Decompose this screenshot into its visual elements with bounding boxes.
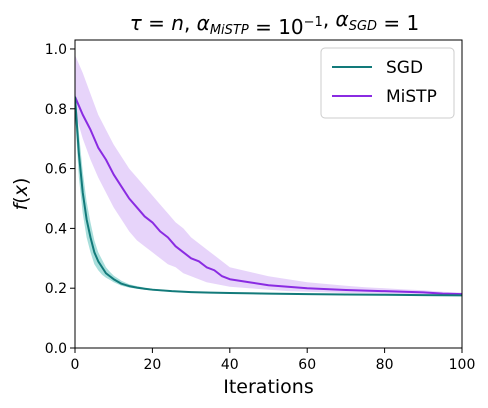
- x-tick-label: 80: [376, 357, 394, 373]
- x-tick-label: 40: [221, 357, 239, 373]
- legend: SGD MiSTP: [320, 47, 455, 119]
- y-tick-label: 1.0: [45, 42, 67, 58]
- y-tick-label: 0.6: [45, 162, 67, 178]
- y-tick-label: 0.4: [45, 221, 67, 237]
- line-mistp: [75, 96, 462, 296]
- series-lines: [75, 96, 462, 297]
- x-tick-label: 60: [298, 357, 316, 373]
- x-axis-ticks: 0 20 40 60 80 100: [71, 348, 476, 373]
- legend-box: [320, 47, 455, 119]
- axes-frame: [74, 39, 463, 349]
- y-tick-label: 0.0: [45, 341, 67, 357]
- confidence-bands: [75, 54, 462, 296]
- y-tick-label: 0.2: [45, 281, 67, 297]
- legend-label-sgd: SGD: [386, 58, 423, 78]
- line-sgd: [75, 96, 462, 297]
- y-axis-ticks: 0.0 0.2 0.4 0.6 0.8 1.0: [45, 42, 75, 357]
- band-mistp: [75, 54, 462, 296]
- x-tick-label: 0: [71, 357, 80, 373]
- y-tick-label: 0.8: [45, 102, 67, 118]
- x-tick-label: 20: [143, 357, 161, 373]
- legend-label-mistp: MiSTP: [386, 87, 437, 107]
- x-axis-label: Iterations: [223, 376, 314, 398]
- chart-title: τ = n, αMiSTP = 10−1, αSGD = 1: [130, 7, 420, 39]
- x-tick-label: 100: [449, 357, 476, 373]
- y-axis-label: f(x): [10, 178, 32, 211]
